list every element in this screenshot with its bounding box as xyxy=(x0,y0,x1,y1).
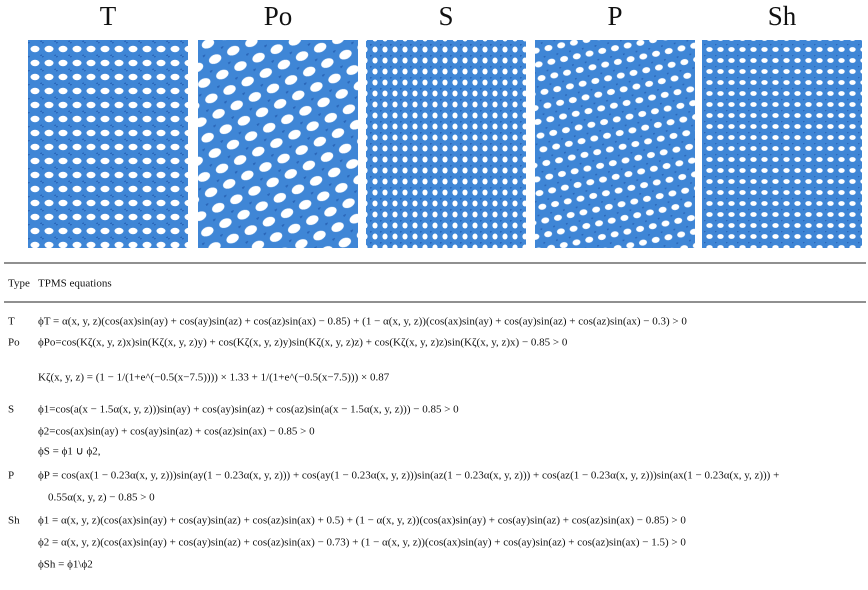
tpms-image xyxy=(366,40,526,248)
equation: ϕT = α(x, y, z)(cos(ax)sin(ay) + cos(ay)… xyxy=(38,316,687,328)
equation: ϕ2 = α(x, y, z)(cos(ax)sin(ay) + cos(ay)… xyxy=(38,537,686,549)
image-label: P xyxy=(607,1,622,31)
row-type: S xyxy=(8,404,14,416)
equation: ϕS = ϕ1 ∪ ϕ2, xyxy=(38,446,101,458)
equation: ϕ2=cos(ax)sin(ay) + cos(ay)sin(az) + cos… xyxy=(38,426,315,438)
table-header: Type xyxy=(8,278,30,290)
page: {"figure": {"labels": ["T", "Po", "S", "… xyxy=(0,0,868,590)
equation: ϕ1=cos(a(x − 1.5α(x, y, z)))sin(ay) + co… xyxy=(38,404,459,416)
row-type: Sh xyxy=(8,515,20,527)
image-label: S xyxy=(438,1,453,31)
image-label: Po xyxy=(264,1,293,31)
image-label: T xyxy=(100,1,117,31)
equation: Kζ(x, y, z) = (1 − 1/(1+e^(−0.5(x−7.5)))… xyxy=(38,372,390,384)
equation: ϕPo=cos(Kζ(x, y, z)x)sin(Kζ(x, y, z)y) +… xyxy=(38,337,568,349)
row-type: Po xyxy=(8,337,20,349)
tpms-image xyxy=(702,40,862,248)
row-type: P xyxy=(8,470,14,482)
row-type: T xyxy=(8,316,15,328)
table-header: TPMS equations xyxy=(38,278,112,290)
figure: Type TPMS equations T Po S P Sh TϕT = α(x, y,… xyxy=(0,0,868,590)
tpms-image xyxy=(535,40,695,248)
equation: 0.55α(x, y, z) − 0.85 > 0 xyxy=(48,492,155,504)
image-label: Sh xyxy=(768,1,797,31)
equation: ϕSh = ϕ1\ϕ2 xyxy=(38,559,93,571)
equation: ϕP = cos(ax(1 − 0.23α(x, y, z)))sin(ay(1… xyxy=(38,470,779,482)
tpms-image xyxy=(198,40,358,248)
tpms-image xyxy=(28,40,188,248)
equation: ϕ1 = α(x, y, z)(cos(ax)sin(ay) + cos(ay)… xyxy=(38,515,686,527)
